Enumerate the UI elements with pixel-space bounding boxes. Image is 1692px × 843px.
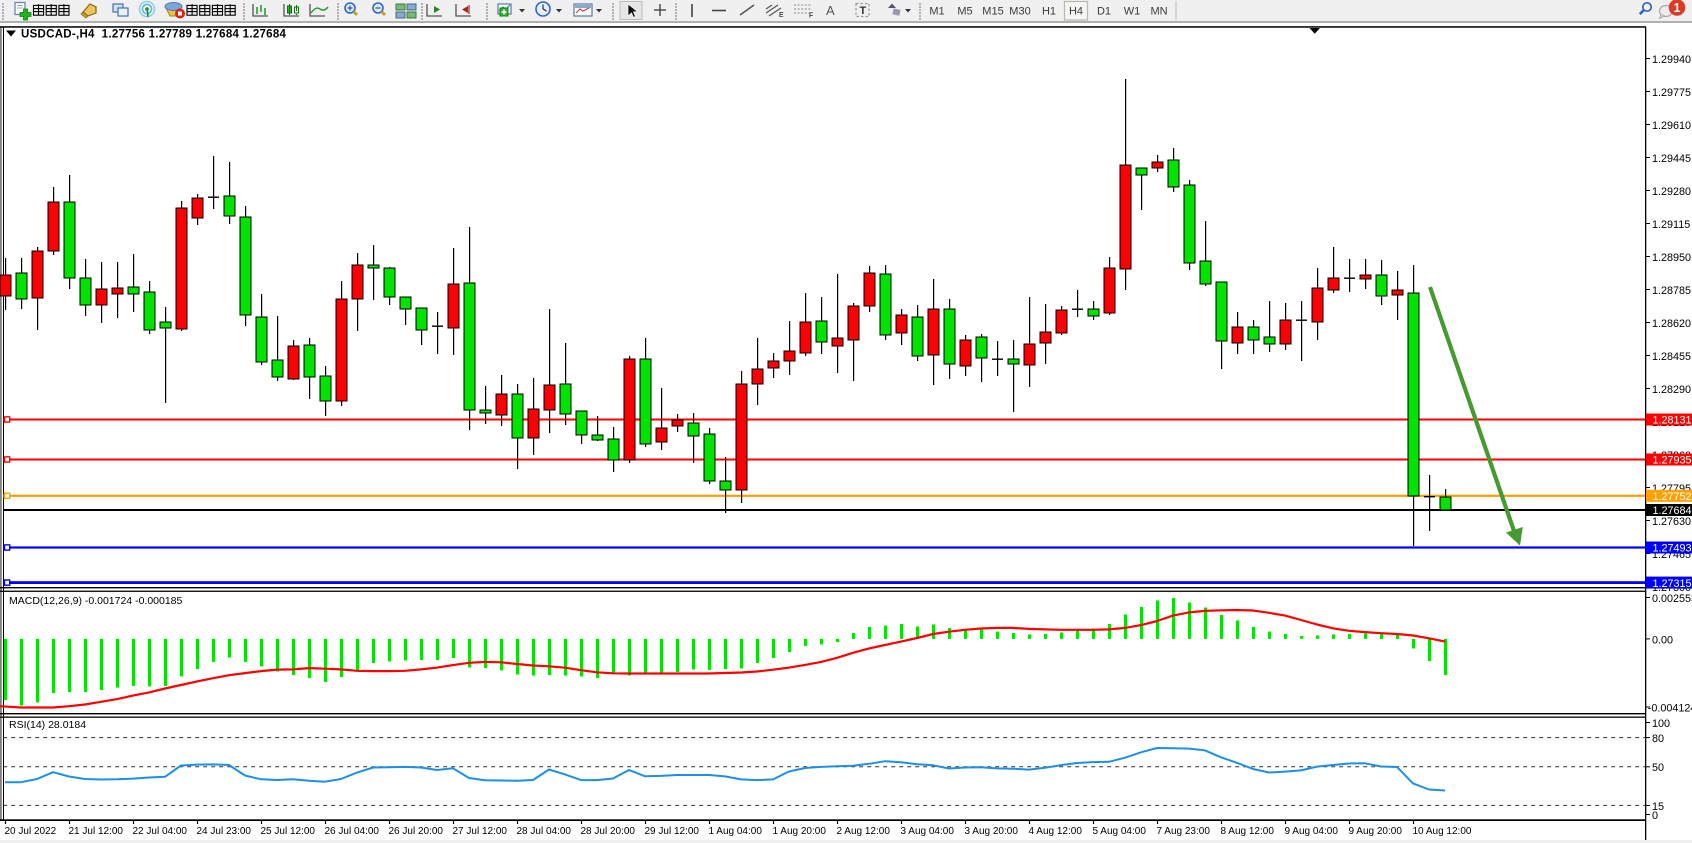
svg-text:29 Jul 12:00: 29 Jul 12:00 [645, 826, 700, 837]
svg-text:1.28785: 1.28785 [1652, 285, 1691, 297]
svg-text:28 Jul 04:00: 28 Jul 04:00 [517, 826, 572, 837]
svg-text:1.29940: 1.29940 [1652, 54, 1691, 66]
svg-text:MACD(12,26,9) -0.001724 -0.000: MACD(12,26,9) -0.001724 -0.000185 [9, 595, 183, 607]
svg-text:1.28620: 1.28620 [1652, 318, 1691, 330]
svg-text:10 Aug 12:00: 10 Aug 12:00 [1413, 826, 1472, 837]
svg-text:T: T [860, 5, 867, 17]
svg-text:100: 100 [1652, 718, 1670, 730]
svg-text:1.27493: 1.27493 [1653, 543, 1692, 555]
svg-text:1.27630: 1.27630 [1652, 516, 1691, 528]
svg-text:4 Aug 12:00: 4 Aug 12:00 [1029, 826, 1083, 837]
svg-text:8 Aug 12:00: 8 Aug 12:00 [1221, 826, 1275, 837]
svg-text:M15: M15 [982, 6, 1003, 18]
svg-text:3 Aug 04:00: 3 Aug 04:00 [901, 826, 955, 837]
svg-text:1.28131: 1.28131 [1653, 415, 1692, 427]
svg-text:15: 15 [1652, 801, 1664, 813]
svg-text:9 Aug 04:00: 9 Aug 04:00 [1285, 826, 1339, 837]
svg-text:20 Jul 2022: 20 Jul 2022 [5, 826, 57, 837]
svg-text:D1: D1 [1097, 6, 1111, 18]
svg-text:M30: M30 [1009, 6, 1030, 18]
svg-text:1 Aug 20:00: 1 Aug 20:00 [773, 826, 827, 837]
svg-text:3 Aug 20:00: 3 Aug 20:00 [965, 826, 1019, 837]
svg-text:1: 1 [1674, 1, 1681, 15]
svg-text:USDCAD-,H4 1.27756 1.27789 1.: USDCAD-,H4 1.27756 1.27789 1.27684 1.276… [21, 29, 287, 41]
svg-text:H1: H1 [1042, 6, 1056, 18]
svg-text:80: 80 [1652, 733, 1664, 745]
svg-text:24 Jul 23:00: 24 Jul 23:00 [197, 826, 252, 837]
svg-text:5 Aug 04:00: 5 Aug 04:00 [1093, 826, 1147, 837]
svg-text:9 Aug 20:00: 9 Aug 20:00 [1349, 826, 1403, 837]
svg-text:1.29280: 1.29280 [1652, 186, 1691, 198]
svg-text:21 Jul 12:00: 21 Jul 12:00 [69, 826, 124, 837]
svg-text:M5: M5 [957, 6, 972, 18]
svg-text:1.27752: 1.27752 [1653, 491, 1692, 503]
svg-text:22 Jul 04:00: 22 Jul 04:00 [133, 826, 188, 837]
svg-text:MN: MN [1150, 6, 1167, 18]
svg-text:-0.004124: -0.004124 [1648, 702, 1692, 714]
svg-text:1.29775: 1.29775 [1652, 87, 1691, 99]
svg-text:RSI(14) 28.0184: RSI(14) 28.0184 [9, 719, 86, 731]
svg-text:26 Jul 20:00: 26 Jul 20:00 [389, 826, 444, 837]
svg-text:27 Jul 12:00: 27 Jul 12:00 [453, 826, 508, 837]
svg-text:0.00: 0.00 [1652, 634, 1673, 646]
svg-text:2 Aug 12:00: 2 Aug 12:00 [837, 826, 891, 837]
svg-text:1.28290: 1.28290 [1652, 384, 1691, 396]
svg-text:28 Jul 20:00: 28 Jul 20:00 [581, 826, 636, 837]
svg-text:26 Jul 04:00: 26 Jul 04:00 [325, 826, 380, 837]
svg-text:H4: H4 [1069, 6, 1083, 18]
svg-text:F: F [809, 13, 813, 20]
svg-text:25 Jul 12:00: 25 Jul 12:00 [261, 826, 316, 837]
svg-text:1.28455: 1.28455 [1652, 351, 1691, 363]
svg-text:1 Aug 04:00: 1 Aug 04:00 [709, 826, 763, 837]
svg-text:1.29115: 1.29115 [1652, 219, 1690, 231]
svg-text:W1: W1 [1124, 6, 1141, 18]
svg-text:50: 50 [1652, 762, 1664, 774]
svg-text:1.29445: 1.29445 [1652, 153, 1691, 165]
svg-text:M1: M1 [929, 6, 944, 18]
svg-text:1.28950: 1.28950 [1652, 252, 1691, 264]
svg-text:0.002553: 0.002553 [1652, 593, 1692, 605]
svg-text:0: 0 [1652, 810, 1658, 822]
svg-text:1.27684: 1.27684 [1653, 505, 1692, 517]
svg-text:1.27315: 1.27315 [1653, 578, 1692, 590]
svg-text:A: A [826, 3, 835, 18]
svg-text:1.27935: 1.27935 [1653, 455, 1692, 467]
svg-text:7 Aug 23:00: 7 Aug 23:00 [1157, 826, 1211, 837]
svg-text:1.29610: 1.29610 [1652, 120, 1691, 132]
svg-text:E: E [779, 12, 784, 19]
